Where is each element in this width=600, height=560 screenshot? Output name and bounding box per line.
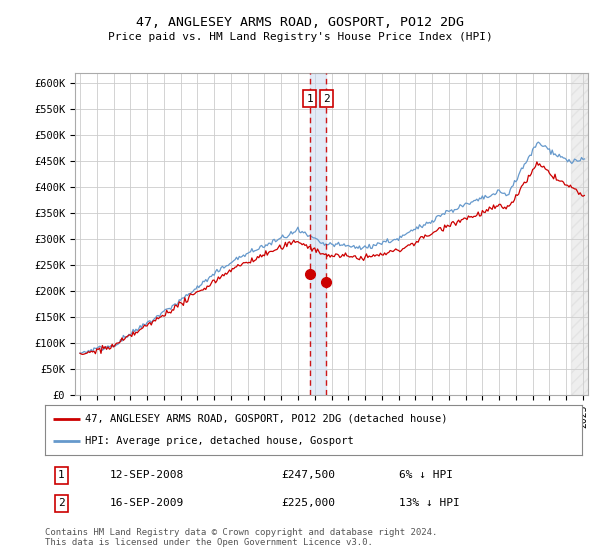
Bar [310,73,326,395]
Text: 12-SEP-2008: 12-SEP-2008 [109,470,184,480]
Text: £247,500: £247,500 [281,470,335,480]
Text: 2: 2 [323,94,330,104]
Text: Contains HM Land Registry data © Crown copyright and database right 2024.
This d: Contains HM Land Registry data © Crown c… [45,528,437,547]
Text: Price paid vs. HM Land Registry's House Price Index (HPI): Price paid vs. HM Land Registry's House … [107,32,493,43]
Text: 6% ↓ HPI: 6% ↓ HPI [400,470,454,480]
Text: 2: 2 [58,498,64,508]
Text: 16-SEP-2009: 16-SEP-2009 [109,498,184,508]
Bar [571,73,592,395]
Text: 47, ANGLESEY ARMS ROAD, GOSPORT, PO12 2DG: 47, ANGLESEY ARMS ROAD, GOSPORT, PO12 2D… [136,16,464,29]
Text: 1: 1 [307,94,313,104]
Text: 47, ANGLESEY ARMS ROAD, GOSPORT, PO12 2DG (detached house): 47, ANGLESEY ARMS ROAD, GOSPORT, PO12 2D… [85,414,448,424]
Text: £225,000: £225,000 [281,498,335,508]
Text: 1: 1 [58,470,64,480]
Text: HPI: Average price, detached house, Gosport: HPI: Average price, detached house, Gosp… [85,436,354,446]
Text: 13% ↓ HPI: 13% ↓ HPI [400,498,460,508]
